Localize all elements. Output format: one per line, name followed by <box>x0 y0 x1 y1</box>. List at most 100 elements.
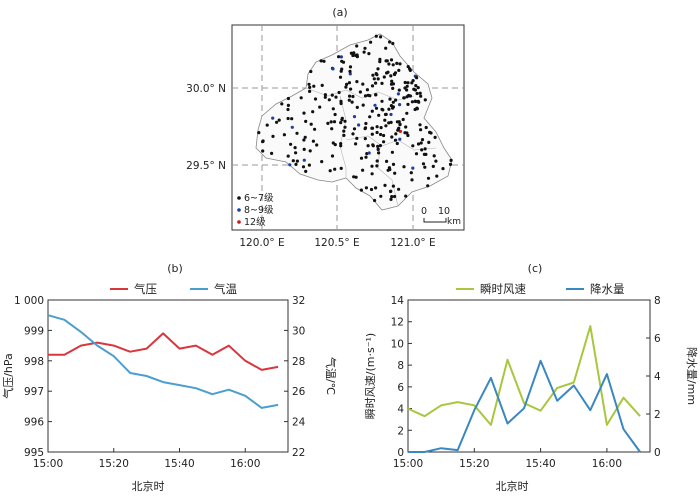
station-point <box>339 166 343 170</box>
station-point <box>410 81 414 85</box>
station-point <box>388 189 393 194</box>
station-point <box>328 169 332 173</box>
station-point <box>375 164 379 168</box>
station-point <box>350 100 354 104</box>
y-left-tick-label: 4 <box>397 404 404 416</box>
station-point <box>389 74 393 78</box>
station-point <box>433 135 437 139</box>
x-tick-label: 15:20 <box>99 458 129 470</box>
station-point <box>383 183 387 187</box>
station-point <box>369 40 373 44</box>
station-point <box>340 59 344 63</box>
y-right-tick-label: 4 <box>654 371 661 383</box>
station-point <box>393 171 397 175</box>
station-point <box>401 117 405 122</box>
station-point <box>415 91 419 96</box>
station-point <box>333 167 337 171</box>
y-left-tick-label: 995 <box>24 447 44 459</box>
station-point <box>347 81 351 85</box>
station-point <box>419 128 423 132</box>
station-point <box>414 84 418 88</box>
station-point <box>396 92 400 96</box>
x-tick-label: 15:40 <box>164 458 194 470</box>
station-point <box>398 103 402 107</box>
station-point <box>375 130 379 135</box>
station-point <box>313 127 317 131</box>
station-point <box>329 120 333 124</box>
station-point <box>377 113 381 117</box>
station-point <box>405 131 409 135</box>
station-point <box>365 88 369 92</box>
station-point <box>367 151 371 155</box>
station-point <box>327 98 331 102</box>
station-point <box>290 125 294 129</box>
station-point <box>293 146 297 150</box>
station-point <box>363 137 367 141</box>
station-point <box>371 73 375 77</box>
station-point <box>387 107 391 111</box>
station-point <box>364 155 368 159</box>
station-point <box>265 123 269 127</box>
y-right-tick-label: 26 <box>292 386 306 398</box>
legend-label-12: 12级 <box>244 216 266 228</box>
station-point <box>391 105 395 109</box>
station-point <box>369 187 374 192</box>
station-point <box>374 34 378 38</box>
station-point <box>406 81 410 85</box>
station-point <box>302 138 306 142</box>
station-point <box>398 137 402 141</box>
station-point <box>368 94 372 98</box>
station-point <box>374 186 378 190</box>
station-point <box>302 111 306 115</box>
legend-dot-12 <box>237 220 241 224</box>
station-point <box>423 165 427 169</box>
station-point <box>384 46 388 50</box>
station-point <box>302 158 306 162</box>
station-point <box>420 148 424 152</box>
station-point <box>370 172 374 176</box>
station-point <box>333 112 337 117</box>
station-point <box>379 132 383 137</box>
station-point <box>391 162 396 166</box>
station-point <box>384 59 388 63</box>
station-point <box>294 151 298 155</box>
lon-tick-121: 121.0° E <box>390 237 435 249</box>
station-point <box>261 149 265 153</box>
station-point <box>378 60 382 64</box>
station-point <box>391 82 395 86</box>
station-point <box>390 195 394 199</box>
station-point <box>342 129 346 133</box>
scale-unit: km <box>447 217 461 227</box>
station-point <box>376 144 380 148</box>
station-point <box>387 121 391 125</box>
station-point <box>397 68 401 72</box>
station-point <box>351 53 355 58</box>
station-point <box>374 81 378 85</box>
station-point <box>309 69 313 74</box>
lon-tick-120-5: 120.5° E <box>314 237 359 249</box>
station-point <box>361 168 365 172</box>
station-point <box>398 62 402 66</box>
y-left-tick-label: 996 <box>24 417 44 429</box>
station-point <box>348 65 353 69</box>
station-point <box>304 169 308 173</box>
station-point <box>372 77 376 81</box>
station-point <box>389 58 394 62</box>
y-left-tick-label: 999 <box>24 325 44 337</box>
chart-b-plot-area <box>47 299 289 453</box>
station-point <box>337 55 341 59</box>
chart-b-ticks: 995 996 997 998 999 1 000 22 24 26 28 30 32 15:00 15:… <box>14 295 306 470</box>
station-point <box>363 126 368 130</box>
scale-end: 10 <box>438 206 450 217</box>
y-left-tick-label: 8 <box>397 360 404 372</box>
x-tick-label: 15:20 <box>459 458 489 470</box>
station-point <box>380 107 384 111</box>
station-point <box>427 140 431 144</box>
station-point <box>375 125 379 129</box>
station-point <box>418 91 422 95</box>
station-point <box>294 162 298 166</box>
y-left-tick-label: 14 <box>391 295 405 307</box>
station-point <box>379 194 383 198</box>
station-point <box>397 88 401 92</box>
